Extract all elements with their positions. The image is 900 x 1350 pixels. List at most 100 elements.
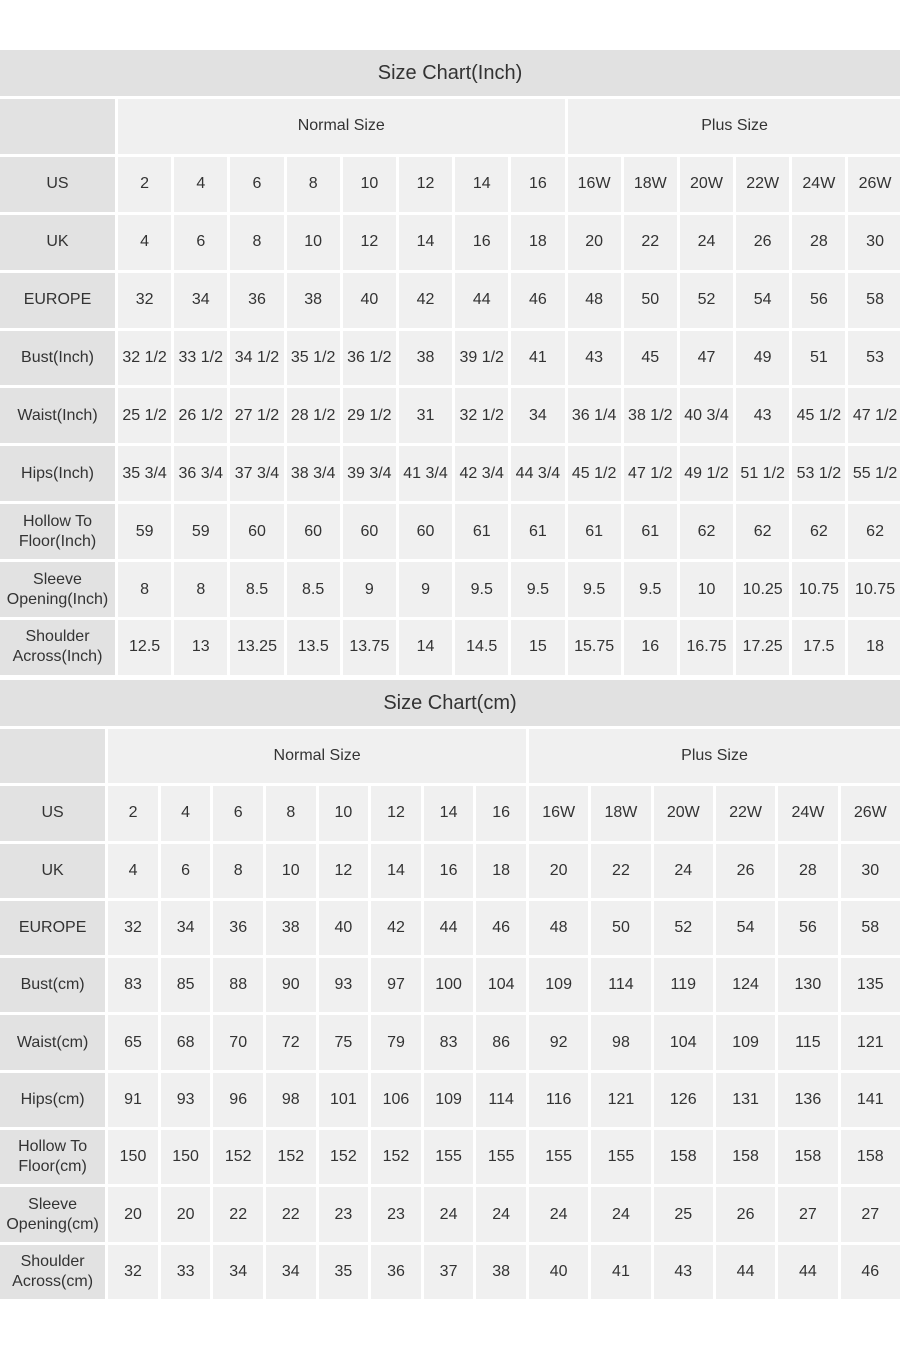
size-value-cell: 62 — [679, 504, 734, 560]
size-value-cell: 14 — [423, 786, 474, 841]
size-value-cell: 44 — [778, 1244, 838, 1299]
table-row: Hips(cm) 91 93 96 98 101 106 109 114 116 121 126 131… — [0, 1072, 900, 1128]
size-value-cell: 109 — [528, 958, 589, 1013]
size-value-cell: 32 1/2 — [455, 388, 509, 444]
size-value-cell: 141 — [840, 1072, 900, 1128]
row-label: Hips(cm) — [0, 1072, 106, 1128]
size-value-cell: 51 — [792, 330, 846, 386]
size-value-cell: 22W — [736, 156, 790, 212]
size-value-cell: 38 — [476, 1244, 526, 1299]
size-value-cell: 53 1/2 — [792, 446, 846, 502]
size-value-cell: 54 — [715, 900, 776, 956]
group-header-row: Normal Size Plus Size — [0, 729, 900, 784]
size-value-cell: 25 1/2 — [118, 388, 172, 444]
size-value-cell: 16 — [476, 786, 526, 841]
size-value-cell: 61 — [623, 504, 677, 560]
size-value-cell: 93 — [318, 958, 369, 1013]
table-row: Shoulder Across(Inch) 12.5 13 13.25 13.5 13.7… — [0, 620, 900, 675]
size-value-cell: 47 — [679, 330, 734, 386]
size-value-cell: 12 — [342, 214, 396, 270]
row-label: US — [0, 786, 106, 841]
size-value-cell: 41 — [511, 330, 565, 386]
size-value-cell: 30 — [848, 214, 900, 270]
size-value-cell: 16 — [455, 214, 509, 270]
size-value-cell: 152 — [371, 1130, 421, 1185]
table-row: UK 4 6 8 10 12 14 16 18 20 22 24 26 28 30 — [0, 843, 900, 898]
table-row: EUROPE 32 34 36 38 40 42 44 46 48 50 52 54 56 58 — [0, 272, 900, 328]
table-row: Hips(Inch) 35 3/4 36 3/4 37 3/4 38 3/4 39 3/4… — [0, 446, 900, 502]
row-label: Hollow To Floor(cm) — [0, 1130, 106, 1185]
row-label: EUROPE — [0, 272, 115, 328]
size-value-cell: 26 — [736, 214, 790, 270]
size-value-cell: 60 — [342, 504, 396, 560]
size-value-cell: 23 — [371, 1187, 421, 1242]
size-value-cell: 83 — [108, 958, 158, 1013]
size-value-cell: 56 — [778, 900, 838, 956]
size-value-cell: 152 — [266, 1130, 316, 1185]
size-value-cell: 4 — [160, 786, 211, 841]
size-value-cell: 27 — [778, 1187, 838, 1242]
size-value-cell: 24 — [591, 1187, 651, 1242]
size-value-cell: 44 — [715, 1244, 776, 1299]
size-value-cell: 131 — [715, 1072, 776, 1128]
size-value-cell: 20 — [160, 1187, 211, 1242]
size-value-cell: 16W — [567, 156, 621, 212]
size-value-cell: 38 1/2 — [623, 388, 677, 444]
size-value-cell: 16 — [623, 620, 677, 675]
size-value-cell: 9.5 — [511, 562, 565, 618]
size-value-cell: 100 — [423, 958, 474, 1013]
size-value-cell: 75 — [318, 1015, 369, 1070]
size-value-cell: 6 — [230, 156, 284, 212]
size-value-cell: 29 1/2 — [342, 388, 396, 444]
size-value-cell: 22 — [591, 843, 651, 898]
size-value-cell: 79 — [371, 1015, 421, 1070]
row-label: Shoulder Across(cm) — [0, 1244, 106, 1299]
size-value-cell: 12 — [371, 786, 421, 841]
table-row: Bust(cm) 83 85 88 90 93 97 100 104 109 114 119 124 13… — [0, 958, 900, 1013]
size-value-cell: 10 — [679, 562, 734, 618]
size-value-cell: 121 — [591, 1072, 651, 1128]
size-value-cell: 20 — [528, 843, 589, 898]
size-value-cell: 62 — [792, 504, 846, 560]
size-value-cell: 24 — [653, 843, 713, 898]
size-value-cell: 6 — [213, 786, 263, 841]
size-value-cell: 6 — [160, 843, 211, 898]
size-value-cell: 38 — [286, 272, 340, 328]
size-value-cell: 40 — [318, 900, 369, 956]
size-value-cell: 47 1/2 — [623, 446, 677, 502]
size-value-cell: 8.5 — [230, 562, 284, 618]
size-value-cell: 45 — [623, 330, 677, 386]
size-value-cell: 130 — [778, 958, 838, 1013]
size-value-cell: 24 — [423, 1187, 474, 1242]
size-value-cell: 32 — [108, 900, 158, 956]
table-row: Waist(Inch) 25 1/2 26 1/2 27 1/2 28 1/2 29 1/… — [0, 388, 900, 444]
size-value-cell: 13.75 — [342, 620, 396, 675]
row-label: Bust(Inch) — [0, 330, 115, 386]
size-value-cell: 13.25 — [230, 620, 284, 675]
size-value-cell: 92 — [528, 1015, 589, 1070]
size-value-cell: 33 — [160, 1244, 211, 1299]
size-value-cell: 39 3/4 — [342, 446, 396, 502]
corner-cell — [0, 729, 106, 784]
size-value-cell: 9.5 — [455, 562, 509, 618]
size-value-cell: 32 — [108, 1244, 158, 1299]
size-value-cell: 15 — [511, 620, 565, 675]
size-value-cell: 12.5 — [118, 620, 172, 675]
size-value-cell: 13 — [174, 620, 228, 675]
size-value-cell: 26 — [715, 843, 776, 898]
size-value-cell: 65 — [108, 1015, 158, 1070]
size-value-cell: 2 — [118, 156, 172, 212]
size-value-cell: 126 — [653, 1072, 713, 1128]
size-value-cell: 8 — [213, 843, 263, 898]
size-value-cell: 17.25 — [736, 620, 790, 675]
size-value-cell: 36 — [371, 1244, 421, 1299]
size-value-cell: 50 — [591, 900, 651, 956]
size-value-cell: 41 — [591, 1244, 651, 1299]
size-value-cell: 16 — [511, 156, 565, 212]
size-value-cell: 10 — [266, 843, 316, 898]
size-value-cell: 4 — [108, 843, 158, 898]
cm-size-table: Normal Size Plus Size US 2 4 6 8 10 12 14 16 16W 18W… — [0, 726, 900, 1302]
size-value-cell: 155 — [423, 1130, 474, 1185]
size-value-cell: 109 — [715, 1015, 776, 1070]
size-value-cell: 12 — [398, 156, 453, 212]
